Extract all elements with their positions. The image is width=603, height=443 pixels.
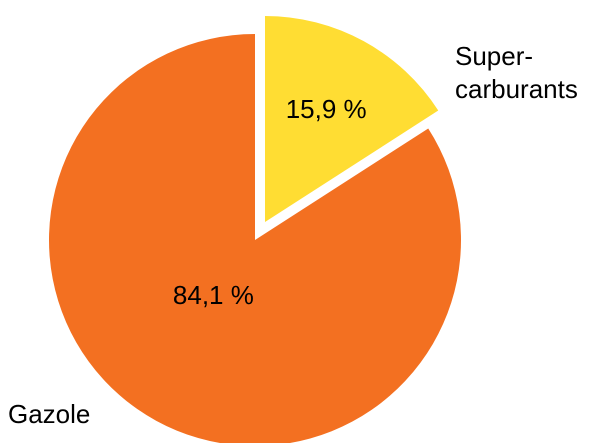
category-label-super-carburants-line1: Super- — [455, 41, 533, 71]
pie-slice-super-carburants — [265, 16, 439, 222]
pie-value-labels: 15,9 % 84,1 % — [173, 94, 367, 310]
value-label-super-carburants: 15,9 % — [286, 94, 367, 124]
value-label-gazole: 84,1 % — [173, 280, 254, 310]
pie-slices — [49, 16, 461, 443]
category-label-super-carburants-line2: carburants — [455, 74, 578, 104]
category-label-gazole: Gazole — [8, 399, 90, 429]
pie-slice-gazole — [49, 34, 461, 443]
